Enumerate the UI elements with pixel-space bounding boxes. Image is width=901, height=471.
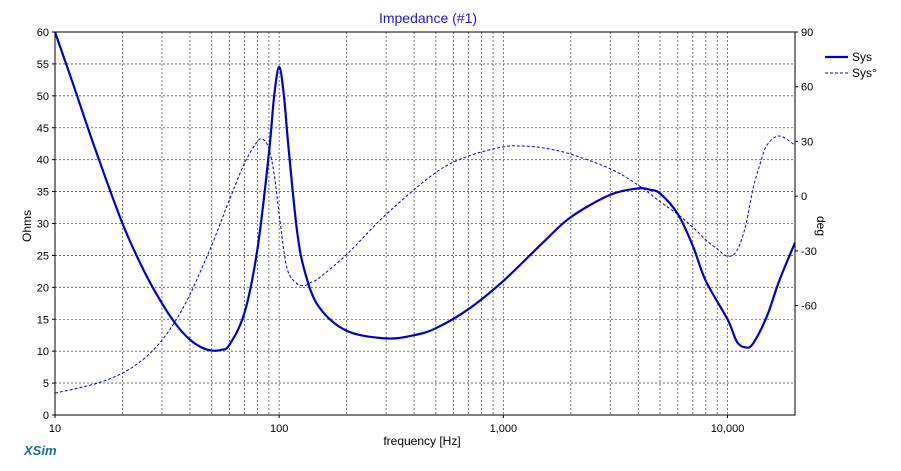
legend-label-sys-phase: Sys° [852,66,877,80]
y-left-tick-label: 40 [37,155,49,167]
impedance-phase-line [55,135,795,394]
y-left-tick-label: 35 [37,187,49,199]
x-tick-label: 1,000 [490,423,518,435]
y-left-tick-label: 20 [37,282,49,294]
y-right-tick-label: -60 [801,301,817,313]
y-left-tick-label: 5 [43,378,49,390]
y-right-tick-label: -30 [801,246,817,258]
y-left-tick-label: 50 [37,91,49,103]
y-left-tick-label: 45 [37,123,49,135]
y-right-tick-label: 60 [801,82,813,94]
y-left-tick-label: 0 [43,410,49,422]
grid [55,32,795,415]
impedance-magnitude-line [55,32,795,352]
y-left-tick-label: 60 [37,27,49,39]
chart-title: Impedance (#1) [379,10,477,26]
y-right-tick-label: 30 [801,136,813,148]
y-axis-label-right: deg [814,216,828,236]
legend-label-sys: Sys [852,50,872,64]
legend: Sys Sys° [825,50,877,80]
y-left-tick-label: 10 [37,346,49,358]
axes: 0 5 10 15 20 25 30 35 40 45 50 55 60 90 60 30 0 -30 -60 10 1… [37,27,817,435]
x-tick-label: 10,000 [711,423,745,435]
x-tick-label: 100 [270,423,288,435]
y-left-tick-label: 15 [37,314,49,326]
series-layer [55,32,795,394]
y-left-tick-label: 30 [37,219,49,231]
x-tick-label: 10 [49,423,61,435]
y-axis-label-left: Ohms [20,210,34,242]
x-axis-label: frequency [Hz] [383,434,460,448]
y-left-tick-label: 55 [37,59,49,71]
y-right-tick-label: 0 [801,191,807,203]
xsim-logo: XSim [23,443,57,458]
y-right-tick-label: 90 [801,27,813,39]
y-left-tick-label: 25 [37,250,49,262]
